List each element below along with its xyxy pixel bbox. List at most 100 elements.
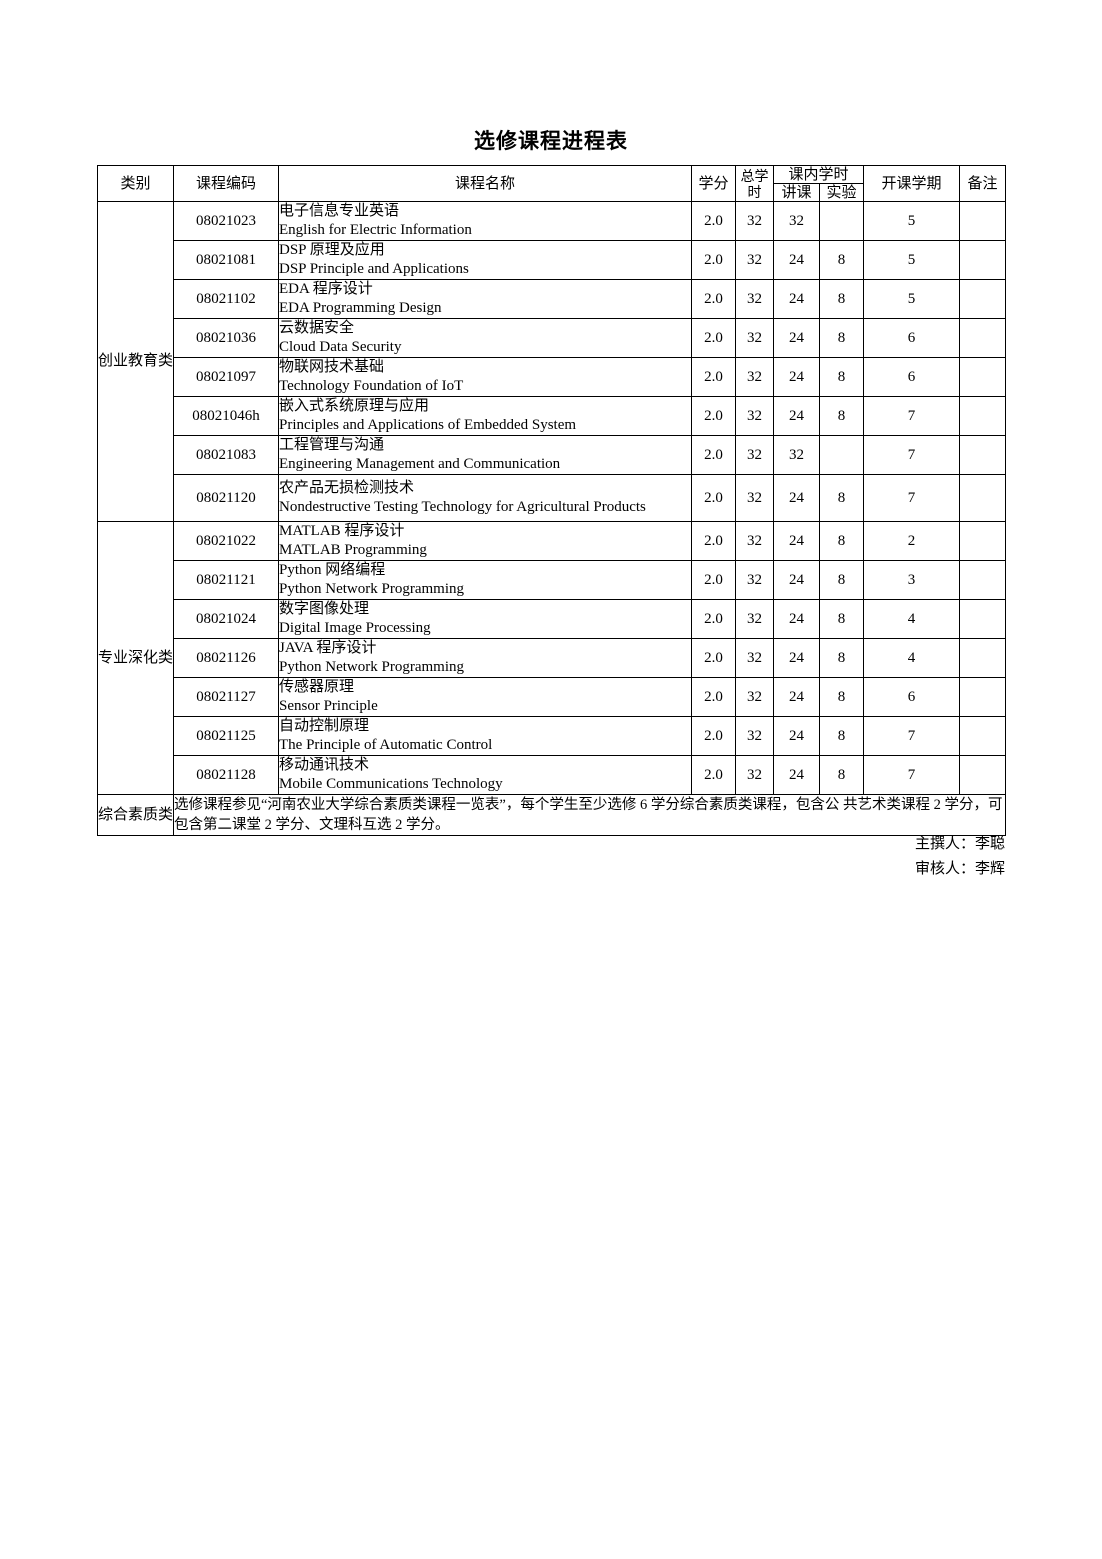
- course-code: 08021102: [173, 279, 279, 319]
- course-name: 移动通讯技术 Mobile Communications Technology: [278, 755, 692, 795]
- course-total-hours: 32: [735, 474, 774, 522]
- course-semester: 4: [863, 638, 961, 678]
- course-name-cn: EDA 程序设计: [279, 281, 373, 297]
- table-row: 08021046h 嵌入式系统原理与应用 Principles and Appl…: [98, 396, 1007, 436]
- course-lecture-hours: 24: [773, 560, 820, 600]
- course-lecture-hours: 24: [773, 396, 820, 436]
- course-code: 08021083: [173, 435, 279, 475]
- course-experiment-hours: 8: [818, 677, 865, 717]
- course-code: 08021127: [173, 677, 279, 717]
- course-credits: 2.0: [691, 201, 736, 241]
- course-lecture-hours: 24: [773, 279, 820, 319]
- table-row: 08021120 农产品无损检测技术 Nondestructive Testin…: [98, 474, 1007, 522]
- course-remarks: [959, 201, 1007, 241]
- course-name: DSP 原理及应用 DSP Principle and Applications: [278, 240, 692, 280]
- course-code: 08021024: [173, 599, 279, 639]
- course-remarks: [959, 435, 1007, 475]
- table-footer-note-row: 综合素质类 选修课程参见“河南农业大学综合素质类课程一览表”，每个学生至少选修 …: [97, 794, 1007, 836]
- category-cell-general-quality: 综合素质类: [97, 794, 174, 836]
- course-remarks: [959, 677, 1007, 717]
- course-name-en: The Principle of Automatic Control: [279, 737, 493, 753]
- course-remarks: [959, 755, 1007, 795]
- course-name-cn: DSP 原理及应用: [279, 242, 385, 258]
- table-row: 08021125 自动控制原理 The Principle of Automat…: [98, 716, 1007, 756]
- course-total-hours: 32: [735, 435, 774, 475]
- table-header-row: 类别 课程编码 课程名称 学分 总学时 课内学时 开课学期 备注: [97, 165, 1007, 202]
- course-experiment-hours: 8: [818, 396, 865, 436]
- course-total-hours: 32: [735, 677, 774, 717]
- header-experiment: 实验: [818, 183, 865, 202]
- reviewer-signature: 审核人：李辉: [914, 861, 1005, 877]
- course-credits: 2.0: [691, 435, 736, 475]
- table-row: 08021036 云数据安全 Cloud Data Security 2.0 3…: [98, 318, 1007, 358]
- course-credits: 2.0: [691, 474, 736, 522]
- course-experiment-hours: 8: [818, 560, 865, 600]
- course-code: 08021036: [173, 318, 279, 358]
- course-name-en: English for Electric Information: [279, 222, 472, 238]
- course-name: 工程管理与沟通 Engineering Management and Commu…: [278, 435, 692, 475]
- course-remarks: [959, 560, 1007, 600]
- course-semester: 7: [863, 755, 961, 795]
- course-name-cn: 农产品无损检测技术: [279, 480, 415, 496]
- course-code: 08021126: [173, 638, 279, 678]
- course-credits: 2.0: [691, 755, 736, 795]
- course-lecture-hours: 32: [773, 201, 820, 241]
- course-experiment-hours: 8: [818, 357, 865, 397]
- course-total-hours: 32: [735, 240, 774, 280]
- course-remarks: [959, 240, 1007, 280]
- course-credits: 2.0: [691, 318, 736, 358]
- table-row: 08021097 物联网技术基础 Technology Foundation o…: [98, 357, 1007, 397]
- course-semester: 7: [863, 474, 961, 522]
- course-code: 08021125: [173, 716, 279, 756]
- course-name: 嵌入式系统原理与应用 Principles and Applications o…: [278, 396, 692, 436]
- table-row: 08021081 DSP 原理及应用 DSP Principle and App…: [98, 240, 1007, 280]
- course-name-cn: JAVA 程序设计: [279, 640, 377, 656]
- header-semester: 开课学期: [863, 165, 961, 202]
- course-name-en: Cloud Data Security: [279, 339, 402, 355]
- course-name-en: Python Network Programming: [279, 581, 464, 597]
- course-name-en: Sensor Principle: [279, 698, 378, 714]
- course-code: 08021023: [173, 201, 279, 241]
- course-name-cn: MATLAB 程序设计: [279, 523, 405, 539]
- course-name-en: Technology Foundation of IoT: [279, 378, 464, 394]
- course-remarks: [959, 279, 1007, 319]
- course-code: 08021081: [173, 240, 279, 280]
- course-name: EDA 程序设计 EDA Programming Design: [278, 279, 692, 319]
- course-name: 传感器原理 Sensor Principle: [278, 677, 692, 717]
- course-semester: 7: [863, 716, 961, 756]
- course-name-cn: 移动通讯技术: [279, 757, 370, 773]
- table-row: 08021126 JAVA 程序设计 Python Network Progra…: [98, 638, 1007, 678]
- course-code: 08021120: [173, 474, 279, 522]
- course-credits: 2.0: [691, 599, 736, 639]
- course-total-hours: 32: [735, 396, 774, 436]
- category-cell-specialization: 专业深化类: [97, 521, 174, 795]
- course-name-en: Python Network Programming: [279, 659, 464, 675]
- header-course-code: 课程编码: [173, 165, 279, 202]
- course-name: 电子信息专业英语 English for Electric Informatio…: [278, 201, 692, 241]
- course-code: 08021046h: [173, 396, 279, 436]
- course-code: 08021121: [173, 560, 279, 600]
- course-experiment-hours: 8: [818, 279, 865, 319]
- course-remarks: [959, 599, 1007, 639]
- footer-note-text: 选修课程参见“河南农业大学综合素质类课程一览表”，每个学生至少选修 6 学分综合…: [172, 794, 1007, 836]
- course-lecture-hours: 24: [773, 521, 820, 561]
- header-in-class-hours: 课内学时: [772, 165, 865, 184]
- course-code: 08021022: [173, 521, 279, 561]
- course-experiment-hours: 8: [818, 755, 865, 795]
- course-lecture-hours: 24: [773, 474, 820, 522]
- course-semester: 7: [863, 396, 961, 436]
- course-remarks: [959, 521, 1007, 561]
- signature-block: 主撰人：李聪 审核人：李辉: [600, 832, 1005, 882]
- header-lecture: 讲课: [773, 183, 820, 202]
- course-lecture-hours: 24: [773, 240, 820, 280]
- course-semester: 6: [863, 357, 961, 397]
- course-name-cn: 嵌入式系统原理与应用: [279, 398, 430, 414]
- course-total-hours: 32: [735, 357, 774, 397]
- course-name-en: EDA Programming Design: [279, 300, 442, 316]
- course-remarks: [959, 638, 1007, 678]
- course-semester: 6: [863, 318, 961, 358]
- course-semester: 4: [863, 599, 961, 639]
- course-total-hours: 32: [735, 755, 774, 795]
- course-name-en: Nondestructive Testing Technology for Ag…: [279, 499, 646, 515]
